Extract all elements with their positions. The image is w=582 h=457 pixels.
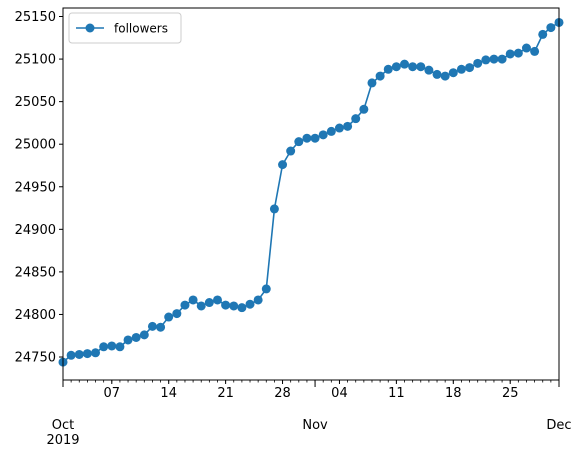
data-point — [212, 295, 222, 305]
y-tick-label: 24800 — [15, 308, 56, 323]
x-month-label: Nov — [302, 418, 328, 433]
y-tick-label: 24850 — [15, 265, 56, 280]
legend-box — [68, 12, 182, 44]
data-point — [229, 301, 239, 311]
data-point — [74, 349, 84, 359]
data-point — [367, 78, 377, 88]
data-point — [294, 137, 304, 147]
legend-dot-marker — [85, 23, 95, 33]
data-point — [351, 114, 361, 124]
data-point — [473, 58, 483, 68]
data-point — [546, 23, 556, 33]
x-week-tick-label: 25 — [502, 386, 519, 401]
plot-frame — [62, 7, 560, 381]
x-year-label: 2019 — [46, 433, 79, 448]
data-point — [440, 71, 450, 81]
data-point — [400, 59, 410, 69]
x-month-label: Dec — [546, 418, 571, 433]
x-week-tick-label: 11 — [388, 386, 405, 401]
data-point — [261, 284, 271, 294]
data-point — [530, 46, 540, 56]
x-week-tick-label: 14 — [160, 386, 177, 401]
legend: followers — [68, 12, 182, 44]
data-point — [66, 350, 76, 360]
data-point — [481, 55, 491, 65]
data-point — [253, 295, 263, 305]
data-point — [326, 126, 336, 136]
data-point — [489, 54, 499, 64]
data-point — [538, 29, 548, 39]
data-point — [513, 48, 523, 58]
y-tick-label: 25050 — [15, 95, 56, 110]
data-point — [204, 298, 214, 308]
x-week-tick-label: 07 — [104, 386, 121, 401]
x-week-tick-label: 04 — [331, 386, 348, 401]
data-point — [465, 63, 475, 73]
data-point — [131, 332, 141, 342]
data-point — [156, 322, 166, 332]
data-point — [196, 301, 206, 311]
data-point — [278, 160, 288, 170]
data-point — [188, 295, 198, 305]
data-point — [147, 321, 157, 331]
data-point — [164, 312, 174, 322]
data-point — [416, 62, 426, 72]
data-point — [359, 104, 369, 114]
data-point — [302, 133, 312, 143]
data-point — [245, 299, 255, 309]
data-point — [115, 342, 125, 352]
data-point — [391, 62, 401, 72]
x-week-tick-label: 28 — [274, 386, 291, 401]
data-point — [139, 330, 149, 340]
data-point — [505, 49, 515, 59]
y-tick-label: 24950 — [15, 180, 56, 195]
data-point — [343, 121, 353, 131]
data-point — [375, 71, 385, 81]
y-tick-label: 25150 — [15, 10, 56, 25]
series-line-followers — [62, 21, 560, 363]
data-point — [107, 341, 117, 351]
axes-layer: 24750 24800 24850 24900 24950 25000 25050 25100… — [15, 7, 572, 448]
data-point — [521, 43, 531, 53]
series-layer — [58, 17, 564, 367]
data-point — [448, 68, 458, 78]
data-point — [91, 348, 101, 358]
data-point — [172, 309, 182, 319]
data-point — [286, 146, 296, 156]
data-point — [221, 300, 231, 310]
x-week-tick-label: 18 — [445, 386, 462, 401]
data-point — [432, 69, 442, 79]
legend-label-followers: followers — [114, 22, 168, 36]
y-tick-label: 24900 — [15, 223, 56, 238]
data-point — [497, 54, 507, 64]
data-point — [269, 204, 279, 214]
y-tick-label: 25100 — [15, 53, 56, 68]
data-point — [424, 65, 434, 75]
data-point — [310, 133, 320, 143]
data-point — [82, 349, 92, 359]
x-week-tick-label: 21 — [217, 386, 234, 401]
data-point — [334, 123, 344, 133]
data-point — [383, 64, 393, 74]
data-point — [180, 300, 190, 310]
x-month-label: Oct — [52, 418, 74, 433]
data-point — [408, 62, 418, 72]
data-point — [456, 64, 466, 74]
data-point — [318, 130, 328, 140]
y-tick-label: 24750 — [15, 351, 56, 366]
data-point — [123, 335, 133, 345]
y-tick-label: 25000 — [15, 138, 56, 153]
data-point — [99, 342, 109, 352]
data-point — [237, 303, 247, 313]
